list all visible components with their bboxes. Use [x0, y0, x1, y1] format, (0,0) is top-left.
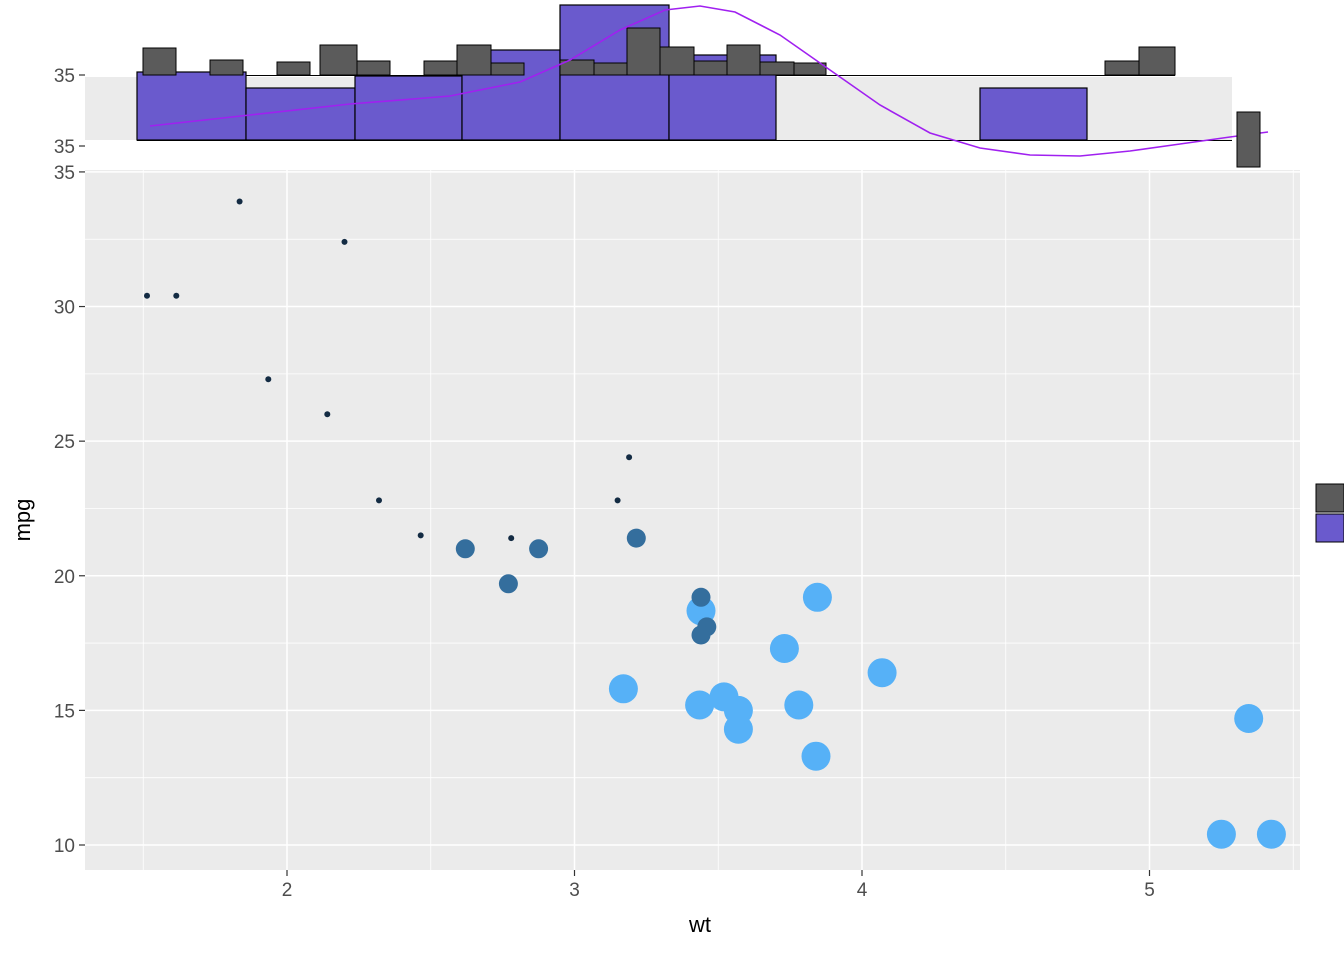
right-marginal-bar — [1236, 111, 1261, 168]
marginal-histogram-bar-gray — [276, 61, 311, 76]
marginal-histogram-bar-purple — [979, 87, 1088, 141]
scatter-point — [1206, 819, 1236, 849]
y-tick-label: 15 — [54, 701, 75, 722]
scatter-point — [691, 625, 711, 645]
marginal-histogram-bar-purple — [354, 75, 463, 141]
scatter-point — [529, 539, 549, 559]
marginal-histogram-bar-gray — [659, 46, 695, 76]
marginal-tick-label: 35 — [54, 66, 75, 87]
scatter-point — [802, 582, 832, 612]
scatter-point — [1234, 704, 1264, 733]
x-tick-label: 2 — [282, 880, 293, 901]
marginal-histogram-bar-gray — [356, 60, 391, 76]
marginal-histogram-bar-purple — [136, 71, 247, 141]
marginal-histogram-bar-gray — [693, 60, 728, 76]
y-tick-label: 10 — [54, 836, 75, 857]
marginal-histogram-bar-gray — [759, 61, 795, 76]
y-tick-label: 35 — [54, 163, 75, 184]
marginal-histogram-bar-gray — [142, 47, 177, 76]
scatter-point — [801, 741, 831, 771]
scatter-point — [1256, 819, 1286, 849]
scatter-point — [265, 376, 272, 383]
x-tick-label: 5 — [1144, 880, 1155, 901]
x-tick-label: 3 — [569, 880, 580, 901]
legend-key-purple-swatch — [1315, 513, 1344, 543]
marginal-histogram-bar-gray — [423, 60, 458, 76]
marginal-histogram-bar-gray — [1104, 60, 1140, 76]
main-panel — [85, 170, 1300, 870]
scatter-point — [376, 497, 382, 504]
marginal-histogram-bar-gray — [456, 44, 492, 76]
scatter-point — [608, 674, 638, 704]
scatter-point — [341, 238, 348, 245]
scatter-point — [324, 411, 331, 418]
scatter-point — [723, 695, 753, 725]
y-tick-label: 25 — [54, 432, 75, 453]
scatter-point — [508, 535, 515, 542]
x-tick-label: 4 — [857, 880, 868, 901]
scatter-point — [867, 658, 897, 688]
scatter-point — [626, 454, 633, 461]
scatter-point — [498, 574, 518, 594]
marginal-histogram-bar-gray — [319, 44, 358, 76]
scatter-point — [144, 292, 150, 299]
scatter-point — [685, 690, 715, 720]
x-axis-title: wt — [688, 912, 711, 937]
scatter-point — [455, 539, 475, 559]
scatter-point — [614, 497, 621, 504]
marginal-histogram-bar-gray — [209, 59, 244, 76]
scatter-point — [626, 528, 646, 548]
y-axis-title: mpg — [10, 499, 35, 542]
y-tick-label: 20 — [54, 567, 75, 588]
scatter-point — [784, 690, 814, 720]
legend-key-gray-swatch — [1315, 483, 1344, 513]
scatter-point — [417, 532, 424, 539]
marginal-histogram-bar-gray — [593, 62, 628, 76]
scatter-point — [691, 587, 711, 607]
marginal-histogram-bar-gray — [793, 62, 827, 76]
marginal-tick-label: 35 — [54, 137, 75, 158]
scatter-point — [769, 634, 799, 663]
scatter-point — [236, 198, 243, 205]
marginal-histogram-bar-gray — [726, 44, 761, 76]
y-tick-label: 30 — [54, 298, 75, 319]
marginal-histogram-bar-gray — [490, 62, 525, 76]
marginal-histogram-bar-gray — [626, 27, 661, 76]
density-curve — [149, 5, 1269, 157]
scatter-point — [173, 292, 180, 299]
marginal-histogram-bar-gray — [1138, 46, 1176, 76]
